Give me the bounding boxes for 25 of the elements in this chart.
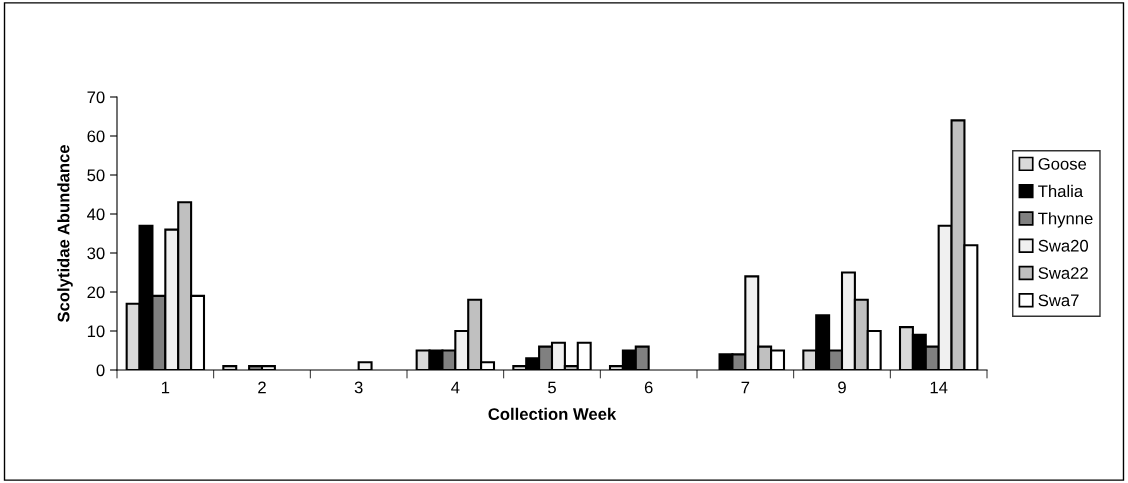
legend-label: Thalia bbox=[1038, 184, 1084, 198]
x-tick-label: 14 bbox=[930, 381, 948, 394]
legend-label: Swa22 bbox=[1038, 267, 1088, 279]
x-tick-label: 9 bbox=[838, 381, 846, 394]
legend-label: Swa7 bbox=[1038, 294, 1079, 307]
x-tick-label: 3 bbox=[354, 381, 363, 394]
x-tick-label: 1 bbox=[161, 381, 170, 394]
x-tick-label: 4 bbox=[451, 381, 460, 394]
x-tick-label: 2 bbox=[258, 381, 266, 394]
x-tick-label: 6 bbox=[644, 381, 653, 394]
x-tick-label: 7 bbox=[741, 381, 750, 394]
y-tick-label: 60 bbox=[87, 130, 105, 143]
y-tick-label: 20 bbox=[87, 286, 105, 299]
y-tick-label: 10 bbox=[87, 325, 105, 338]
legend-label: Thynne bbox=[1038, 212, 1093, 228]
y-tick-label: 40 bbox=[87, 208, 105, 221]
legend-label: Goose bbox=[1038, 157, 1087, 170]
legend-label: Swa20 bbox=[1038, 239, 1089, 252]
y-tick-label: 50 bbox=[87, 169, 105, 182]
y-tick-label: 30 bbox=[87, 247, 105, 260]
y-axis-title: Scolytidae Abundance bbox=[57, 145, 73, 323]
y-tick-label: 70 bbox=[87, 91, 105, 104]
x-axis-title: Collection Week bbox=[488, 407, 617, 420]
y-tick-label: 0 bbox=[96, 364, 105, 377]
x-tick-label: 5 bbox=[548, 381, 556, 394]
